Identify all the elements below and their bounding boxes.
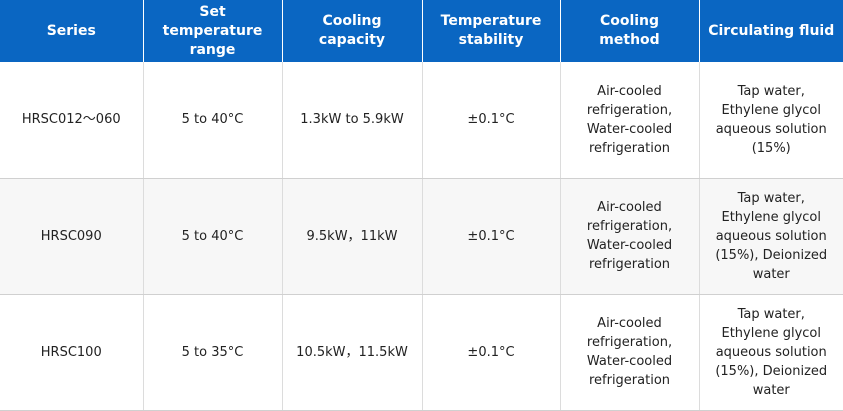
cell-series: HRSC090 — [0, 178, 144, 295]
cell-temp-range: 5 to 40°C — [143, 62, 283, 179]
cell-stability: ±0.1°C — [422, 178, 561, 295]
cell-capacity: 10.5kW，11.5kW — [282, 294, 423, 411]
cell-fluid: Tap water, Ethylene glycol aqueous solut… — [699, 62, 843, 179]
table-row: HRSC012～060 5 to 40°C 1.3kW to 5.9kW ±0.… — [0, 62, 843, 179]
cell-capacity: 9.5kW，11kW — [282, 178, 423, 295]
cell-temp-range: 5 to 35°C — [143, 294, 283, 411]
header-row: Series Set temperature range Cooling cap… — [0, 0, 843, 62]
cell-cooling-method: Air-cooled refrigeration, Water-cooled r… — [560, 294, 700, 411]
cell-temp-range: 5 to 40°C — [143, 178, 283, 295]
header-set-temperature-range: Set temperature range — [143, 0, 283, 62]
table-row: HRSC100 5 to 35°C 10.5kW，11.5kW ±0.1°C A… — [0, 294, 843, 411]
cell-capacity: 1.3kW to 5.9kW — [282, 62, 423, 179]
cell-fluid: Tap water, Ethylene glycol aqueous solut… — [699, 294, 843, 411]
cell-fluid: Tap water, Ethylene glycol aqueous solut… — [699, 178, 843, 295]
header-cooling-method: Cooling method — [560, 0, 700, 62]
cell-stability: ±0.1°C — [422, 62, 561, 179]
cell-cooling-method: Air-cooled refrigeration, Water-cooled r… — [560, 62, 700, 179]
table-row: HRSC090 5 to 40°C 9.5kW，11kW ±0.1°C Air-… — [0, 178, 843, 295]
header-temperature-stability: Temperature stability — [422, 0, 561, 62]
header-circulating-fluid: Circulating fluid — [699, 0, 843, 62]
table-body: HRSC012～060 5 to 40°C 1.3kW to 5.9kW ±0.… — [0, 62, 843, 411]
header-cooling-capacity: Cooling capacity — [282, 0, 423, 62]
cell-series: HRSC100 — [0, 294, 144, 411]
header-series: Series — [0, 0, 144, 62]
table-header: Series Set temperature range Cooling cap… — [0, 0, 843, 62]
cell-stability: ±0.1°C — [422, 294, 561, 411]
cell-series: HRSC012～060 — [0, 62, 144, 179]
cell-cooling-method: Air-cooled refrigeration, Water-cooled r… — [560, 178, 700, 295]
